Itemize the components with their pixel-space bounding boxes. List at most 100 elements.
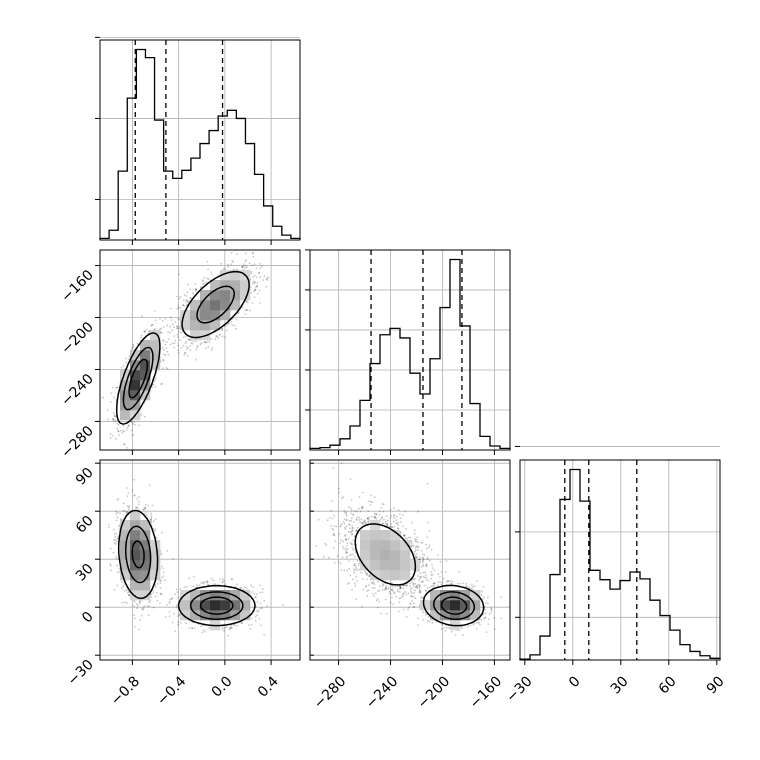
density-cell xyxy=(470,600,481,611)
scatter-point xyxy=(472,585,474,588)
scatter-point xyxy=(224,268,227,270)
scatter-point xyxy=(416,545,419,548)
scatter-point xyxy=(186,291,189,294)
scatter-point xyxy=(138,424,141,427)
scatter-point xyxy=(150,519,153,522)
scatter-point xyxy=(127,492,130,494)
scatter-point xyxy=(390,514,392,517)
scatter-point xyxy=(397,523,399,526)
scatter-point xyxy=(253,263,256,266)
scatter-point xyxy=(387,519,389,522)
contour-level-1 xyxy=(122,285,236,411)
scatter-point xyxy=(254,288,257,291)
scatter-point xyxy=(114,419,117,421)
scatter-point xyxy=(345,514,348,517)
density-cell xyxy=(450,610,461,621)
density-cell xyxy=(440,590,451,601)
scatter-point xyxy=(160,332,163,334)
density-cell xyxy=(220,310,231,321)
scatter-point xyxy=(112,528,115,531)
scatter-point xyxy=(179,621,182,624)
scatter-point xyxy=(363,519,366,522)
scatter-point xyxy=(154,530,156,532)
scatter-point xyxy=(487,623,490,625)
scatter-point xyxy=(259,267,262,270)
scatter-point xyxy=(139,619,142,621)
density-cell xyxy=(210,310,221,321)
density-cell xyxy=(150,340,161,351)
scatter-point xyxy=(222,268,225,270)
scatter-point xyxy=(358,562,360,565)
scatter-point xyxy=(356,559,359,562)
scatter-point xyxy=(116,499,119,501)
scatter-point xyxy=(353,562,356,565)
scatter-point xyxy=(186,354,189,357)
density-cell xyxy=(140,540,151,551)
scatter-point xyxy=(193,627,196,630)
scatter-point xyxy=(412,606,415,608)
density-cell xyxy=(380,550,391,561)
scatter-point xyxy=(373,594,375,597)
scatter-point xyxy=(441,581,444,584)
scatter-point xyxy=(377,581,379,583)
density-cell xyxy=(380,540,391,551)
density-cell xyxy=(360,560,371,571)
scatter-point xyxy=(424,614,427,616)
x-tick-label: −200 xyxy=(415,674,454,713)
scatter-point xyxy=(206,277,209,280)
scatter-point xyxy=(458,570,461,573)
scatter-point xyxy=(437,554,439,556)
scatter-point xyxy=(259,276,261,279)
scatter-point xyxy=(183,353,186,356)
scatter-point xyxy=(349,512,352,515)
scatter-point xyxy=(424,571,426,574)
scatter-point xyxy=(254,596,257,598)
scatter-point xyxy=(282,603,284,606)
density-cell xyxy=(150,360,161,371)
scatter-point xyxy=(341,523,343,525)
scatter-point xyxy=(390,525,392,528)
density-cell xyxy=(220,600,231,611)
density-cell xyxy=(150,330,161,341)
scatter-point xyxy=(207,346,210,348)
scatter-point xyxy=(112,419,115,422)
scatter-point xyxy=(167,353,170,356)
scatter-point xyxy=(475,622,478,624)
scatter-point xyxy=(251,591,254,593)
scatter-point xyxy=(423,577,426,579)
scatter-point xyxy=(176,295,179,298)
scatter-point xyxy=(192,575,195,578)
scatter-point xyxy=(133,421,136,423)
scatter-point xyxy=(411,544,413,547)
scatter-point xyxy=(330,509,332,512)
scatter-point xyxy=(384,522,387,525)
scatter-point xyxy=(398,597,401,600)
scatter-point xyxy=(242,265,245,268)
scatter-point xyxy=(244,260,247,262)
scatter-point xyxy=(355,519,358,521)
scatter-point xyxy=(253,290,255,293)
scatter-point xyxy=(138,500,140,503)
scatter-point xyxy=(327,556,330,559)
scatter-point xyxy=(174,630,177,633)
density-cell xyxy=(210,300,221,311)
pair-panel-1 xyxy=(95,459,301,665)
density-cell xyxy=(390,570,401,581)
scatter-point xyxy=(116,386,119,389)
scatter-point xyxy=(352,521,355,523)
scatter-point xyxy=(235,253,238,256)
scatter-point xyxy=(351,529,354,532)
scatter-point xyxy=(428,544,431,547)
scatter-point xyxy=(128,355,131,358)
density-cell xyxy=(210,320,221,331)
scatter-point xyxy=(379,510,381,513)
scatter-point xyxy=(421,596,423,599)
scatter-point xyxy=(490,611,493,613)
scatter-point xyxy=(409,585,411,587)
scatter-point xyxy=(150,324,153,327)
scatter-point xyxy=(145,511,147,514)
scatter-point xyxy=(364,521,367,524)
density-cell xyxy=(360,530,371,541)
scatter-point xyxy=(133,494,136,496)
scatter-point xyxy=(391,589,393,591)
